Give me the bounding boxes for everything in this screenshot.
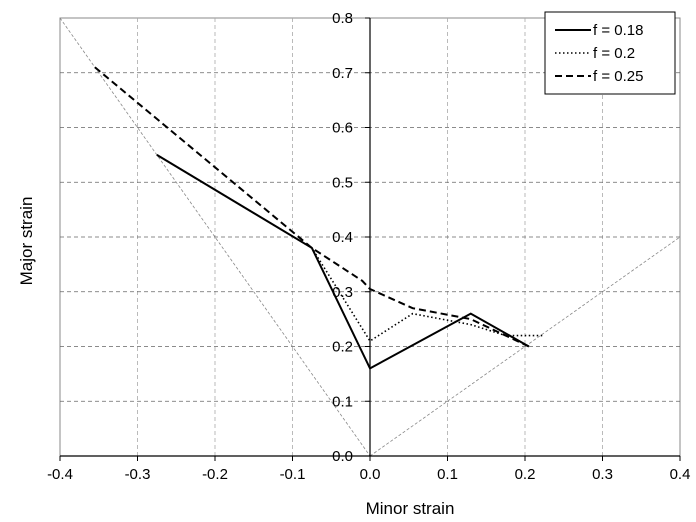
legend-box xyxy=(544,11,676,95)
y-tick-label: 0.5 xyxy=(332,174,353,191)
y-tick-label: 0.0 xyxy=(332,448,353,465)
legend-label: f = 0.18 xyxy=(593,22,643,39)
y-tick-label: 0.2 xyxy=(332,339,353,356)
y-tick-label: 0.3 xyxy=(332,284,353,301)
x-tick-label: -0.2 xyxy=(202,466,228,483)
reference-line xyxy=(59,17,371,457)
x-tick-label: -0.4 xyxy=(47,466,73,483)
y-axis-title: Major strain xyxy=(17,197,36,286)
x-tick-label: 0.4 xyxy=(670,466,691,483)
legend-label: f = 0.25 xyxy=(593,68,643,85)
y-tick-label: 0.4 xyxy=(332,229,353,246)
x-axis-title: Minor strain xyxy=(366,499,455,518)
tick-labels: -0.4 -0.3 -0.2 -0.1 0.0 0.1 0.2 0.3 0.4 0.0 0.1 0.2… xyxy=(47,10,690,483)
x-tick-label: 0.2 xyxy=(515,466,536,483)
x-tick-label: -0.1 xyxy=(280,466,306,483)
x-tick-label: 0.1 xyxy=(437,466,458,483)
x-tick-label: -0.3 xyxy=(125,466,151,483)
legend: f = 0.18 f = 0.2 f = 0.25 xyxy=(544,11,676,95)
reference-lines xyxy=(59,17,681,457)
legend-label: f = 0.2 xyxy=(593,45,635,62)
y-tick-label: 0.7 xyxy=(332,65,353,82)
series-lines xyxy=(94,66,545,370)
y-tick-label: 0.1 xyxy=(332,393,353,410)
y-tick-label: 0.8 xyxy=(332,10,353,27)
x-tick-label: 0.0 xyxy=(360,466,381,483)
series-line-dashed xyxy=(94,66,530,348)
axes xyxy=(59,17,681,461)
x-tick-label: 0.3 xyxy=(592,466,613,483)
reference-line xyxy=(369,236,681,457)
y-tick-label: 0.6 xyxy=(332,120,353,137)
